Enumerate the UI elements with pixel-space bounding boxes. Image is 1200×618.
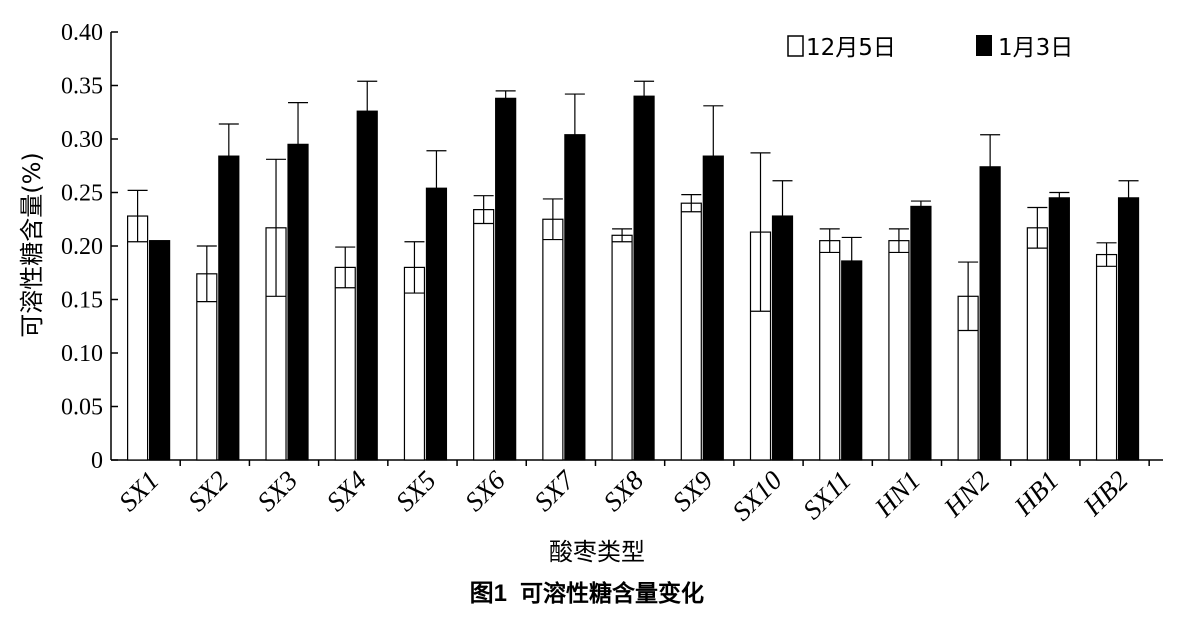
y-tick-label: 0.20 (61, 234, 103, 260)
legend-swatch-series-1 (787, 35, 804, 57)
bar-series-2 (149, 240, 171, 461)
y-tick-label: 0.10 (61, 341, 103, 367)
bar-series-2 (633, 95, 655, 461)
bar-series-2 (218, 155, 240, 461)
figure-caption: 图1 可溶性糖含量变化 (470, 580, 704, 607)
x-category-label: HN2 (937, 465, 995, 523)
legend-label-series-2: 1月3日 (998, 35, 1073, 61)
legend: 12月5日 1月3日 (787, 35, 1073, 61)
bar-series-1 (334, 266, 356, 461)
y-tick-label: 0 (91, 448, 103, 474)
bar-series-2 (841, 260, 863, 461)
error-bars (127, 80, 1139, 332)
x-category-label: SX8 (597, 465, 649, 517)
bar-series-2 (495, 97, 517, 461)
bar-series-1 (611, 234, 633, 461)
legend-swatch-series-2 (976, 35, 992, 56)
bar-series-2 (702, 155, 724, 461)
bar-series-2 (564, 134, 586, 461)
y-tick-label: 0.40 (61, 20, 103, 46)
x-category-label: SX1 (113, 465, 165, 517)
bar-series-2 (771, 215, 794, 461)
bar-series-1 (680, 202, 702, 461)
x-category-label: SX5 (390, 465, 442, 517)
legend-label-series-1: 12月5日 (806, 35, 896, 61)
bar-series-2 (1048, 197, 1070, 461)
y-tick-label: 0.05 (61, 395, 103, 421)
bars (127, 95, 1140, 461)
bar-series-1 (403, 266, 426, 461)
x-category-label: HN1 (868, 465, 926, 523)
y-tick-label: 0.25 (61, 181, 103, 207)
bar-series-1 (473, 209, 495, 461)
x-category-label: SX11 (797, 465, 857, 525)
x-category-label: SX2 (182, 465, 234, 517)
bar-series-1 (542, 218, 564, 461)
bar-series-2 (287, 143, 309, 461)
bar-series-2 (425, 187, 448, 461)
x-category-label: SX9 (667, 465, 719, 517)
figure-title: 可溶性糖含量变化 (520, 580, 704, 607)
bar-series-1 (888, 240, 910, 461)
x-category-label: SX4 (321, 465, 373, 517)
bar-series-1 (1026, 227, 1048, 461)
x-category-label: SX7 (528, 464, 581, 517)
x-category-label: HB1 (1008, 465, 1065, 522)
bar-series-2 (356, 110, 378, 461)
x-axis-title: 酸枣类型 (549, 538, 645, 566)
y-axis-title: 可溶性糖含量(%) (18, 152, 46, 338)
x-category-label: HB2 (1077, 465, 1134, 522)
bar-series-1 (819, 240, 841, 461)
bar-series-2 (979, 166, 1001, 461)
x-category-label: SX6 (459, 465, 511, 517)
y-tick-label: 0.15 (61, 288, 103, 314)
bar-series-1 (1095, 253, 1118, 461)
y-tick-label: 0.30 (61, 127, 103, 153)
x-category-label: SX3 (251, 465, 303, 517)
y-tick-label: 0.35 (61, 74, 103, 100)
bar-series-2 (910, 205, 932, 461)
x-category-label: SX10 (726, 465, 788, 527)
bar-series-1 (127, 215, 149, 461)
bar-series-2 (1117, 197, 1140, 461)
figure-number: 图1 (470, 580, 507, 607)
